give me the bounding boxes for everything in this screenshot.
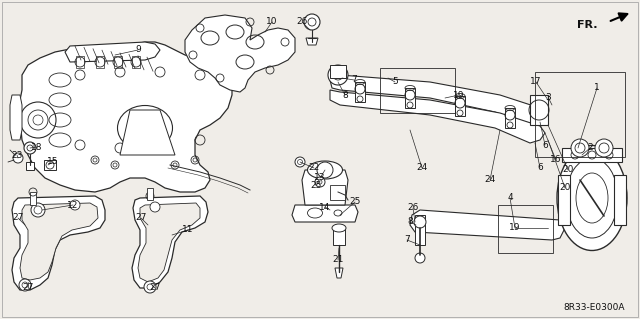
Circle shape [150,202,160,212]
Polygon shape [505,108,515,128]
Polygon shape [12,196,105,290]
Circle shape [19,279,31,291]
Polygon shape [455,96,465,116]
Circle shape [144,281,156,293]
Text: 5: 5 [392,78,398,86]
Text: 9: 9 [135,46,141,55]
Polygon shape [96,56,104,68]
Polygon shape [120,110,175,155]
Polygon shape [76,56,84,68]
Polygon shape [410,210,565,240]
Text: 23: 23 [12,151,22,160]
Circle shape [20,102,56,138]
Polygon shape [185,15,295,92]
Circle shape [31,203,45,217]
Polygon shape [330,185,345,200]
Text: 27: 27 [149,284,161,293]
Polygon shape [306,38,318,45]
Text: 2: 2 [587,144,593,152]
Text: 18: 18 [31,143,43,152]
Text: 20: 20 [563,166,573,174]
Text: 19: 19 [453,91,465,100]
Text: 3: 3 [545,93,551,101]
Circle shape [414,216,426,228]
Circle shape [328,65,348,85]
Polygon shape [132,196,208,288]
Text: 27: 27 [135,213,147,222]
Polygon shape [20,203,98,280]
Polygon shape [20,42,232,192]
Polygon shape [614,175,626,225]
Circle shape [315,177,325,187]
Circle shape [415,253,425,263]
Text: 7: 7 [404,235,410,244]
Text: 27: 27 [22,284,34,293]
Ellipse shape [118,106,173,151]
Text: 22: 22 [308,164,319,173]
Polygon shape [415,215,425,245]
Circle shape [24,142,36,154]
Text: 7: 7 [351,76,357,85]
Circle shape [70,200,80,210]
Text: 19: 19 [509,224,521,233]
Circle shape [595,139,613,157]
Text: 14: 14 [319,203,331,211]
Circle shape [304,14,320,30]
Bar [498,205,553,253]
Polygon shape [330,65,346,78]
Text: 8: 8 [342,91,348,100]
Ellipse shape [332,224,346,232]
Text: 21: 21 [332,256,344,264]
Polygon shape [302,170,348,205]
Polygon shape [333,228,345,245]
Ellipse shape [557,145,627,250]
Polygon shape [530,95,548,125]
Text: 24: 24 [417,164,428,173]
Polygon shape [44,160,56,170]
Text: 16: 16 [550,155,562,165]
Polygon shape [558,175,570,225]
Text: 26: 26 [407,204,419,212]
Circle shape [295,157,305,167]
Text: 27: 27 [12,213,24,222]
Polygon shape [355,82,365,102]
Polygon shape [65,42,160,62]
Polygon shape [292,205,358,222]
Text: 25: 25 [349,197,361,206]
Polygon shape [10,95,22,140]
Text: 13: 13 [314,174,326,182]
Text: 24: 24 [484,175,495,184]
Polygon shape [405,88,415,108]
Bar [535,72,625,157]
Polygon shape [26,162,34,170]
Text: 15: 15 [47,158,59,167]
Polygon shape [330,75,545,125]
Circle shape [571,139,589,157]
Polygon shape [132,56,140,68]
Circle shape [13,153,23,163]
Polygon shape [138,203,200,282]
Polygon shape [147,188,153,200]
Text: 25: 25 [310,181,322,189]
Text: 6: 6 [537,164,543,173]
Text: 26: 26 [296,18,308,26]
Bar [380,68,455,113]
Text: 12: 12 [67,201,79,210]
Text: 6: 6 [542,140,548,150]
Text: 8: 8 [407,218,413,226]
Polygon shape [562,148,622,162]
Text: 10: 10 [266,18,278,26]
Text: 1: 1 [594,84,600,93]
Text: FR.: FR. [577,20,597,30]
Polygon shape [30,192,36,205]
Text: 20: 20 [559,183,571,192]
Text: 4: 4 [507,194,513,203]
Polygon shape [330,90,545,143]
Polygon shape [114,56,122,68]
Text: 17: 17 [531,78,541,86]
Text: 11: 11 [182,226,194,234]
Polygon shape [335,268,343,278]
Ellipse shape [307,161,342,179]
Text: 8R33-E0300A: 8R33-E0300A [563,303,625,313]
